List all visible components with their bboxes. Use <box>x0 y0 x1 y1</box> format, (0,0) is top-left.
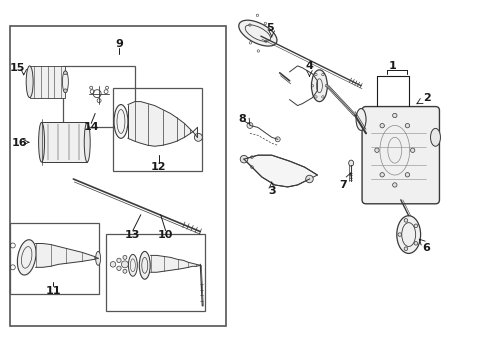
Ellipse shape <box>114 105 128 138</box>
Bar <box>63 66 135 127</box>
Circle shape <box>403 218 407 222</box>
Circle shape <box>122 269 127 273</box>
Circle shape <box>379 172 383 177</box>
Ellipse shape <box>84 122 90 162</box>
Text: 7: 7 <box>339 180 347 190</box>
FancyBboxPatch shape <box>362 106 439 204</box>
Circle shape <box>405 172 409 177</box>
Text: 3: 3 <box>267 186 275 196</box>
Ellipse shape <box>238 20 276 46</box>
Text: 2: 2 <box>422 92 429 102</box>
Circle shape <box>121 261 128 268</box>
Circle shape <box>117 258 121 262</box>
Circle shape <box>409 148 414 152</box>
Circle shape <box>413 242 417 245</box>
Ellipse shape <box>26 66 33 97</box>
Ellipse shape <box>95 251 100 265</box>
Circle shape <box>392 183 396 187</box>
Text: 1: 1 <box>388 61 396 71</box>
Circle shape <box>240 155 247 163</box>
Bar <box>113 88 202 171</box>
Bar <box>10 223 99 294</box>
Circle shape <box>379 124 383 128</box>
Text: 9: 9 <box>115 39 122 49</box>
Circle shape <box>110 262 116 267</box>
Circle shape <box>63 71 67 75</box>
Bar <box>30 66 65 97</box>
Ellipse shape <box>17 240 36 275</box>
Text: 13: 13 <box>125 230 140 240</box>
Text: 16: 16 <box>12 138 28 148</box>
Circle shape <box>405 124 409 128</box>
Circle shape <box>305 175 313 183</box>
Circle shape <box>194 134 202 141</box>
Bar <box>106 233 205 311</box>
Circle shape <box>413 224 417 228</box>
Circle shape <box>275 137 280 142</box>
Circle shape <box>403 247 407 251</box>
Text: 5: 5 <box>265 23 273 33</box>
Ellipse shape <box>128 255 137 276</box>
Circle shape <box>122 255 127 260</box>
Ellipse shape <box>348 160 353 166</box>
Text: 8: 8 <box>238 115 245 125</box>
Circle shape <box>392 113 396 118</box>
Circle shape <box>374 148 378 152</box>
Text: 10: 10 <box>158 230 173 240</box>
Circle shape <box>117 266 121 271</box>
Text: 12: 12 <box>151 162 166 172</box>
Ellipse shape <box>139 251 150 279</box>
Text: 14: 14 <box>83 122 99 132</box>
Ellipse shape <box>396 216 420 253</box>
Circle shape <box>63 89 67 92</box>
Text: 6: 6 <box>422 243 430 253</box>
Ellipse shape <box>39 122 45 162</box>
Bar <box>10 26 226 326</box>
Ellipse shape <box>311 70 327 102</box>
Text: 4: 4 <box>305 61 313 71</box>
Circle shape <box>246 122 252 129</box>
Circle shape <box>397 233 401 236</box>
Ellipse shape <box>355 109 365 130</box>
Text: 11: 11 <box>45 286 61 296</box>
Ellipse shape <box>62 71 68 93</box>
Ellipse shape <box>430 129 439 146</box>
Bar <box>42 122 87 162</box>
Polygon shape <box>243 155 317 187</box>
Text: 15: 15 <box>10 63 25 73</box>
